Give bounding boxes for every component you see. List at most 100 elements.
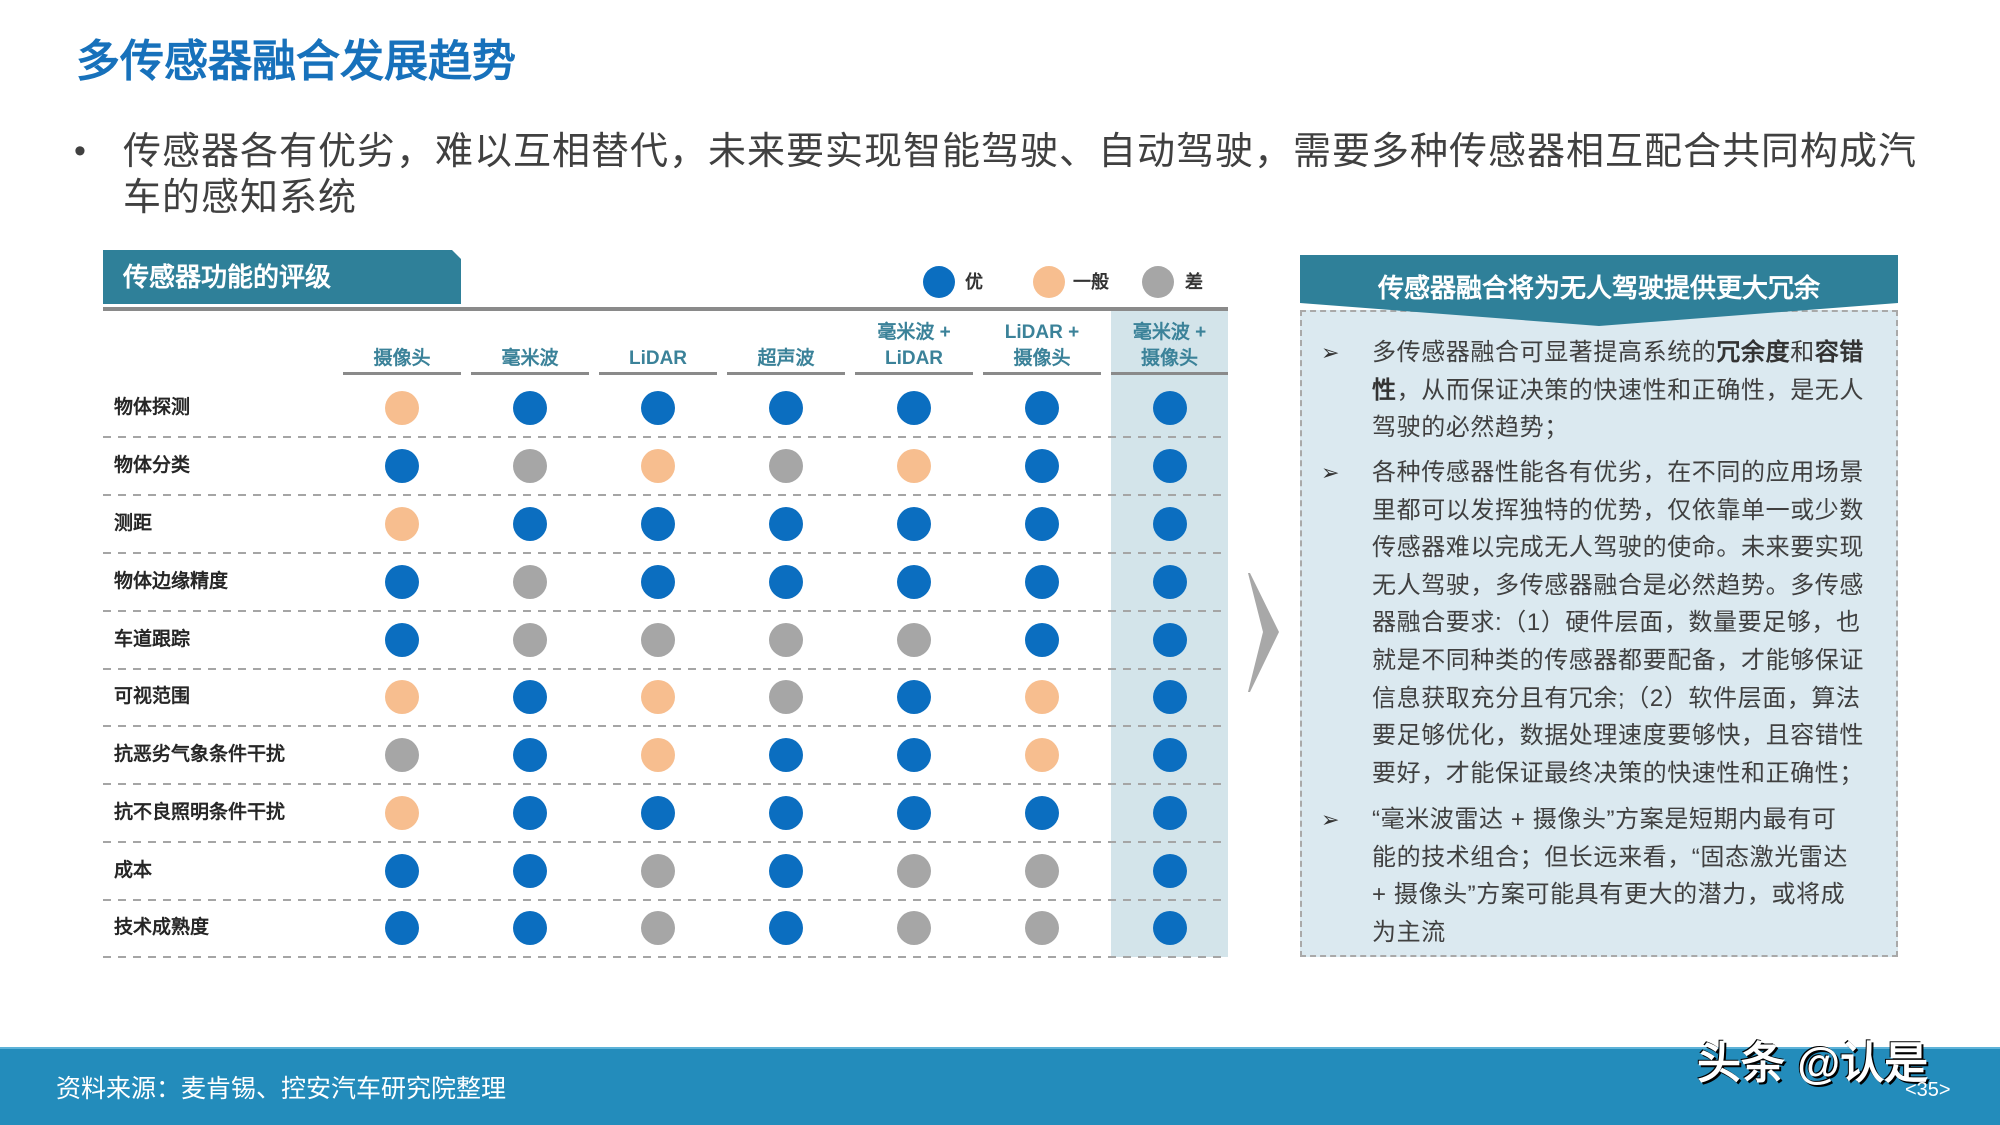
- table-row: 测距: [103, 495, 1228, 554]
- column-header-line: 摄像头: [1140, 348, 1198, 369]
- rating-dot: [513, 391, 547, 425]
- bullet-line: 多传感器融合可显著提高系统的冗余度和容错: [1372, 339, 1865, 366]
- bold-term: 性: [1372, 376, 1397, 404]
- rating-dot: [1025, 911, 1059, 945]
- fusion-panel: [1300, 310, 1898, 957]
- rating-dot: [897, 796, 931, 830]
- column-header: 超声波: [727, 306, 845, 375]
- rating-dot: [385, 623, 419, 657]
- column-header-line: 摄像头: [1013, 348, 1071, 369]
- bullet-line: “毫米波雷达 + 摄像头”方案是短期内最有可: [1372, 806, 1837, 833]
- row-label: 物体探测: [114, 397, 191, 418]
- rating-dot: [1153, 391, 1187, 425]
- row-label: 物体分类: [114, 455, 191, 476]
- bullet-line: 要足够优化，数据处理速度要够快，且容错性: [1372, 722, 1864, 750]
- bullet-line: 要好，才能保证最终决策的快速性和正确性；: [1372, 759, 1864, 787]
- rating-dot: [641, 565, 675, 599]
- row-divider: [103, 956, 1228, 958]
- rating-dot: [1153, 680, 1187, 714]
- rating-dot: [641, 738, 675, 772]
- rating-dot: [513, 507, 547, 541]
- rating-dot: [897, 854, 931, 888]
- rating-dot: [1025, 854, 1059, 888]
- row-divider: [103, 494, 1228, 496]
- rating-dot: [641, 796, 675, 830]
- rating-dot: [641, 680, 675, 714]
- source-note: 资料来源：麦肯锡、控安汽车研究院整理: [56, 1075, 507, 1103]
- rating-dot: [897, 680, 931, 714]
- table-row: 物体分类: [103, 437, 1228, 496]
- rating-dot: [1025, 738, 1059, 772]
- bullet-line: 无人驾驶，多传感器融合是必然趋势。多传感: [1372, 571, 1864, 599]
- table-row: 物体边缘精度: [103, 553, 1228, 612]
- column-header: LiDAR: [599, 306, 717, 375]
- rating-dot: [513, 796, 547, 830]
- rating-dot: [769, 507, 803, 541]
- table-row: 技术成熟度: [103, 899, 1228, 958]
- fusion-bullet: 多传感器融合可显著提高系统的冗余度和容错 性，从而保证决策的快速性和正确性，是无…: [1372, 334, 1892, 447]
- column-header: 毫米波: [471, 306, 589, 375]
- rating-dot: [641, 911, 675, 945]
- table-row: 抗恶劣气象条件干扰: [103, 726, 1228, 785]
- row-label: 测距: [114, 513, 153, 534]
- rating-dot: [385, 911, 419, 945]
- rating-dot: [1025, 680, 1059, 714]
- rating-dot: [897, 391, 931, 425]
- row-label: 成本: [114, 860, 153, 881]
- bullet-line: 为主流: [1372, 918, 1446, 946]
- row-divider: [103, 899, 1228, 901]
- rating-dot: [769, 623, 803, 657]
- legend-dot-fair-icon: [1033, 266, 1065, 298]
- arrow-bullet-icon: ➢: [1321, 807, 1340, 832]
- row-label: 抗不良照明条件干扰: [114, 802, 286, 823]
- rating-dot: [385, 391, 419, 425]
- rating-dot: [641, 623, 675, 657]
- column-header-highlighted: 毫米波 + 摄像头: [1111, 306, 1228, 375]
- bold-term: 容错: [1814, 339, 1865, 366]
- table-row: 物体探测: [103, 379, 1228, 438]
- rating-dot: [641, 507, 675, 541]
- rating-dot: [1025, 565, 1059, 599]
- rating-dot: [641, 391, 675, 425]
- bullet-line: 驾驶的必然趋势；: [1372, 414, 1569, 442]
- rating-dot: [897, 507, 931, 541]
- rating-dot: [769, 796, 803, 830]
- rating-dot: [769, 449, 803, 483]
- row-label: 抗恶劣气象条件干扰: [114, 744, 286, 765]
- fusion-bullet: “毫米波雷达 + 摄像头”方案是短期内最有可 能的技术组合；但长远来看，“固态激…: [1372, 801, 1892, 951]
- rating-dot: [897, 911, 931, 945]
- rating-dot: [1153, 854, 1187, 888]
- rating-dot: [1025, 623, 1059, 657]
- rating-dot: [897, 449, 931, 483]
- column-header-line: 毫米波 +: [1132, 322, 1207, 343]
- rating-dot: [385, 565, 419, 599]
- watermark: 头条 @认是: [1697, 1039, 1929, 1088]
- rating-dot: [385, 738, 419, 772]
- bullet-line: 就是不同种类的传感器都要配备，才能够保证: [1372, 646, 1864, 674]
- rating-dot: [385, 796, 419, 830]
- bullet-line: 里都可以发挥独特的优势，仅依靠单一或少数: [1372, 496, 1864, 524]
- rating-dot: [641, 854, 675, 888]
- row-divider: [103, 725, 1228, 727]
- rating-dot: [513, 854, 547, 888]
- row-divider: [103, 668, 1228, 670]
- rating-dot: [1153, 507, 1187, 541]
- rating-dot: [1025, 796, 1059, 830]
- rating-dot: [385, 854, 419, 888]
- column-header: LiDAR + 摄像头: [983, 306, 1101, 375]
- column-header-line: 超声波: [757, 348, 815, 369]
- table-title: 传感器功能的评级: [103, 250, 461, 304]
- bullet-line: 传感器难以完成无人驾驶的使命。未来要实现: [1372, 534, 1864, 562]
- row-divider: [103, 610, 1228, 612]
- bullet-icon: •: [74, 132, 86, 170]
- row-label: 车道跟踪: [114, 629, 191, 650]
- bullet-line: 器融合要求:（1）硬件层面，数量要足够，也: [1372, 609, 1861, 637]
- bullet-line: 能的技术组合；但长远来看，“固态激光雷达: [1372, 843, 1848, 871]
- slide-title: 多传感器融合发展趋势: [76, 37, 516, 86]
- bold-term: 冗余度: [1716, 339, 1791, 366]
- rating-dot: [769, 565, 803, 599]
- rating-dot: [641, 449, 675, 483]
- column-header-line: 摄像头: [373, 348, 431, 369]
- row-divider: [103, 436, 1228, 438]
- rating-dot: [1153, 623, 1187, 657]
